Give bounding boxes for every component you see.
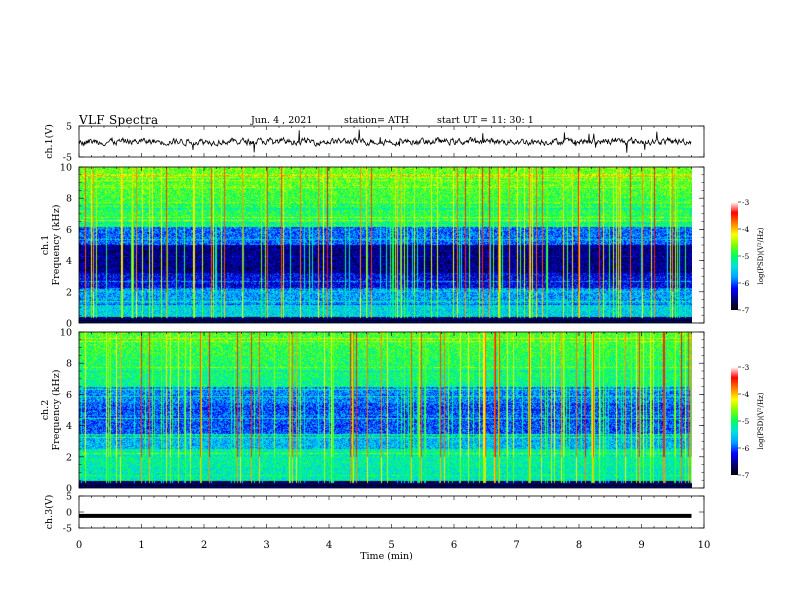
ch1-spectrogram-y-tick-label: 6 <box>66 225 72 236</box>
ch2-colorbar-tick-label: -6 <box>742 444 750 453</box>
ch3-waveform-y-tick-label: 0 <box>66 508 72 519</box>
ch1-colorbar-tick-label: -7 <box>742 306 750 315</box>
spectrogram-layer <box>79 167 692 488</box>
ch1-spectrogram-y-tick-label: 2 <box>66 287 72 298</box>
ch1-colorbar-tick-label: -3 <box>742 198 750 207</box>
ch1-waveform-y-tick-label: -5 <box>63 153 72 164</box>
ch1-colorbar-tick-label: -4 <box>742 225 750 234</box>
colorbar-layer: -3 -4 -5 -6 -7 log(PSD)(V²/Hz) -3 -4 -5 -6 -7 log(P… <box>731 198 765 480</box>
ch2-colorbar-tick-label: -7 <box>742 471 750 480</box>
ch1-spectrogram-y-tick-label: 10 <box>60 163 72 174</box>
ch2-spectrogram-y-tick-label: 0 <box>66 484 72 495</box>
panel-frame-w3 <box>78 495 705 529</box>
ch1-waveform-y-tick-label: 5 <box>66 122 72 133</box>
x-tick-label: 7 <box>513 540 519 551</box>
station-label: station= ATH <box>344 115 409 126</box>
ch1-spectrogram-image <box>79 167 692 323</box>
ch1-colorbar-label: log(PSD)(V²/Hz) <box>757 227 765 284</box>
ch2-spectrogram-y-tick-label: 2 <box>66 452 72 463</box>
ch2-spectrogram-y-tick-label: 8 <box>66 359 72 370</box>
date-label: Jun. 4 , 2021 <box>251 115 313 126</box>
tick-layer <box>78 125 705 529</box>
ch2-colorbar-tick-label: -3 <box>742 363 750 372</box>
ch1-spectrogram-y-tick-label: 4 <box>66 256 72 267</box>
ch1-spectrogram-y-label: Frequency (kHz) <box>51 205 62 286</box>
x-tick-label: 0 <box>76 540 82 551</box>
ch3-waveform-y-label: ch.3(V) <box>44 495 55 530</box>
x-tick-label: 6 <box>451 540 457 551</box>
ch1-spectrogram-y-label: ch.1 <box>40 235 51 256</box>
ch1-waveform-y-label: ch.1(V) <box>44 124 55 159</box>
start-ut-label: start UT = 11: 30: 1 <box>437 115 534 126</box>
ch2-colorbar-bar <box>731 367 738 475</box>
x-axis-label: Time (min) <box>360 551 413 562</box>
x-tick-label: 3 <box>263 540 269 551</box>
ch2-spectrogram-y-tick-label: 4 <box>66 421 72 432</box>
ch1-spectrogram-y-tick-label: 0 <box>66 319 72 330</box>
ch2-spectrogram-y-tick-label: 10 <box>60 328 72 339</box>
ch1-colorbar-tick-label: -5 <box>742 252 750 261</box>
ch2-spectrogram-image <box>79 332 692 488</box>
ch3-waveform-y-tick-label: -5 <box>63 524 72 535</box>
chart-title: VLF Spectra <box>79 113 159 127</box>
x-tick-label: 2 <box>201 540 207 551</box>
ch2-spectrogram-y-label: ch.2 <box>40 400 51 421</box>
ch2-colorbar-tick-label: -5 <box>742 417 750 426</box>
ch2-colorbar-label: log(PSD)(V²/Hz) <box>757 392 765 449</box>
ch2-spectrogram-y-tick-label: 6 <box>66 390 72 401</box>
x-tick-label: 5 <box>388 540 394 551</box>
x-tick-label: 4 <box>326 540 332 551</box>
ch3-waveform-y-tick-label: 5 <box>66 492 72 503</box>
ch2-colorbar-tick-label: -4 <box>742 390 750 399</box>
ch1-waveform-trace <box>78 129 692 153</box>
x-tick-label: 1 <box>138 540 144 551</box>
ch1-spectrogram-y-tick-label: 8 <box>66 194 72 205</box>
ch1-colorbar-bar <box>731 202 738 310</box>
waveform-layer <box>78 129 692 518</box>
x-tick-label: 9 <box>638 540 644 551</box>
ch1-colorbar-tick-label: -6 <box>742 279 750 288</box>
ch2-spectrogram-y-label: Frequency (kHz) <box>51 370 62 451</box>
x-tick-label: 10 <box>698 540 711 551</box>
x-tick-label: 8 <box>576 540 582 551</box>
